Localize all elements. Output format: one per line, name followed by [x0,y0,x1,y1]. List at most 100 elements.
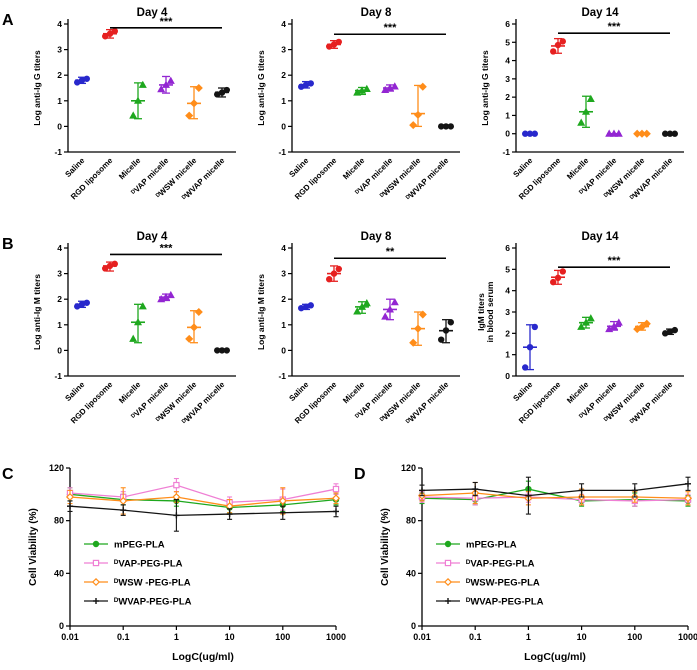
row-panel-b: B Day 4 -1 0 1 2 3 4 Log anti-Ig M titers Saline… [2,228,697,452]
data-point [189,99,199,108]
svg-text:0.01: 0.01 [61,632,79,642]
group-3 [605,318,623,333]
svg-text:4: 4 [505,56,510,66]
svg-text:ᴰVAP-PEG-PLA: ᴰVAP-PEG-PLA [114,559,183,570]
data-point [549,278,557,286]
data-point [332,485,340,493]
data-point [133,318,143,326]
data-point [223,347,230,354]
group-0 [298,80,315,90]
data-point [362,84,371,93]
data-point [83,75,91,82]
group-5 [437,123,454,130]
group-3 [381,298,399,321]
svg-text:1: 1 [281,320,286,330]
data-point [549,48,557,55]
svg-text:100: 100 [275,632,290,642]
data-point [581,318,591,326]
data-point [91,577,101,587]
legend-item: mPEG-PLA [436,540,517,551]
series-1 [66,477,340,511]
data-point [189,323,199,332]
data-point [413,110,423,119]
svg-text:Log anti-Ig M titers: Log anti-Ig M titers [256,274,266,350]
panel-b-label: B [2,236,14,253]
svg-text:1: 1 [505,110,510,120]
svg-text:80: 80 [406,516,416,526]
data-point [554,274,562,282]
svg-text:-1: -1 [502,147,510,157]
group-4 [409,82,427,130]
data-point [101,33,109,40]
svg-text:80: 80 [54,516,64,526]
data-point [447,123,454,130]
data-point [307,302,315,309]
group-2 [353,299,371,315]
data-point [531,323,539,331]
data-point [330,41,338,48]
svg-text:0: 0 [59,621,64,631]
svg-text:40: 40 [54,568,64,578]
data-point [362,299,371,307]
group-2 [577,314,595,330]
data-point [92,559,100,567]
data-point [138,80,147,88]
group-5 [661,130,678,137]
data-point [133,96,143,104]
svg-text:2: 2 [281,70,286,80]
group-1 [549,268,567,286]
data-point [442,327,450,334]
data-point [92,540,100,548]
data-point [418,82,427,91]
svg-text:0.1: 0.1 [469,632,482,642]
svg-text:120: 120 [49,463,64,473]
svg-text:6: 6 [505,243,510,253]
legend-item: ᴰVAP-PEG-PLA [436,559,535,570]
svg-text:ᴰWVAP-PEG-PLA: ᴰWVAP-PEG-PLA [466,597,544,608]
svg-text:6: 6 [505,19,510,29]
data-point [166,76,175,84]
group-4 [633,319,651,334]
data-point [223,86,230,94]
svg-text:1: 1 [526,632,531,642]
group-5 [213,86,230,98]
group-3 [381,82,399,94]
data-point [194,307,203,317]
data-point [577,118,586,126]
svg-text:Log anti-Ig M titers: Log anti-Ig M titers [32,274,42,350]
svg-text:Day 14: Day 14 [581,7,619,19]
svg-text:0: 0 [281,345,286,355]
data-point [331,494,341,503]
chart-igg-day14: Day 14 -1 0 1 2 3 4 5 6 Log anti-Ig G titers Salin… [480,7,684,202]
data-point [278,496,287,505]
data-point [671,130,678,137]
svg-text:-1: -1 [54,147,62,157]
group-0 [74,299,91,310]
svg-text:1: 1 [281,96,286,106]
group-5 [213,347,230,354]
svg-text:IgM titers: IgM titers [478,293,486,331]
data-point [531,130,539,137]
svg-text:1: 1 [505,350,510,360]
data-point [581,107,591,115]
group-2 [353,84,371,96]
svg-text:Saline: Saline [63,380,86,403]
data-point [330,270,338,277]
data-point [353,307,362,315]
group-4 [633,129,651,138]
data-point [161,80,171,88]
svg-text:-1: -1 [278,371,286,381]
svg-text:Saline: Saline [287,380,310,403]
svg-text:0.01: 0.01 [413,632,431,642]
data-point [418,310,427,319]
svg-text:Cell Viability (%): Cell Viability (%) [380,508,391,586]
svg-text:Saline: Saline [63,156,86,179]
svg-text:0: 0 [57,345,62,355]
svg-text:Micelle: Micelle [117,156,143,182]
svg-text:10: 10 [225,632,235,642]
data-point [409,338,418,347]
svg-text:10: 10 [577,632,587,642]
group-2 [129,302,147,344]
data-point [413,324,423,333]
data-point [605,129,614,137]
